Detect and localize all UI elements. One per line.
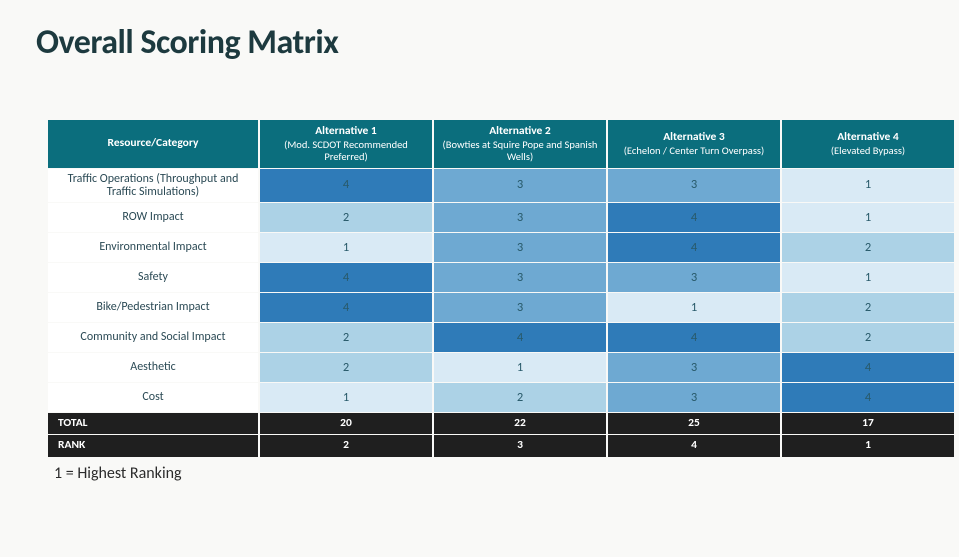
row-label: Safety [48, 263, 258, 292]
score-cell: 2 [782, 233, 954, 262]
score-cell: 2 [782, 323, 954, 352]
ranks-cell: 2 [260, 435, 432, 456]
score-cell: 1 [782, 203, 954, 232]
score-cell: 1 [260, 383, 432, 412]
row-label: Cost [48, 383, 258, 412]
table-row: Environmental Impact1342 [48, 233, 954, 262]
score-cell: 1 [434, 353, 606, 382]
col-header-alt2: Alternative 2 (Bowties at Squire Pope an… [434, 120, 606, 168]
score-cell: 3 [434, 169, 606, 202]
col-header-title: Alternative 3 [663, 130, 725, 144]
ranks-cell: 4 [608, 435, 780, 456]
score-cell: 3 [434, 233, 606, 262]
table-row: Community and Social Impact2442 [48, 323, 954, 352]
score-cell: 1 [782, 169, 954, 202]
score-cell: 2 [434, 383, 606, 412]
col-header-subtitle: (Echelon / Center Turn Overpass) [614, 145, 774, 157]
ranks-label: RANK [48, 435, 258, 456]
row-label: ROW Impact [48, 203, 258, 232]
col-header-title: Alternative 2 [489, 124, 551, 138]
score-cell: 2 [260, 203, 432, 232]
row-label: Community and Social Impact [48, 323, 258, 352]
col-header-alt1: Alternative 1 (Mod. SCDOT Recommended Pr… [260, 120, 432, 168]
col-header-alt3: Alternative 3 (Echelon / Center Turn Ove… [608, 120, 780, 168]
table-row: ROW Impact2341 [48, 203, 954, 232]
score-cell: 4 [608, 233, 780, 262]
row-label: Bike/Pedestrian Impact [48, 293, 258, 322]
totals-cell: 20 [260, 413, 432, 434]
score-cell: 3 [434, 293, 606, 322]
score-cell: 2 [782, 293, 954, 322]
ranks-row: RANK2341 [48, 435, 954, 456]
score-cell: 3 [608, 383, 780, 412]
score-cell: 2 [260, 353, 432, 382]
table-row: Cost1234 [48, 383, 954, 412]
score-cell: 4 [608, 203, 780, 232]
score-cell: 4 [782, 383, 954, 412]
totals-cell: 25 [608, 413, 780, 434]
ranks-cell: 1 [782, 435, 954, 456]
score-cell: 4 [608, 323, 780, 352]
col-header-subtitle: (Bowties at Squire Pope and Spanish Well… [440, 139, 600, 163]
score-cell: 4 [260, 293, 432, 322]
score-cell: 1 [608, 293, 780, 322]
score-cell: 4 [434, 323, 606, 352]
footnote: 1 = Highest Ranking [54, 464, 923, 483]
score-cell: 3 [608, 263, 780, 292]
score-cell: 2 [260, 323, 432, 352]
score-cell: 3 [608, 169, 780, 202]
col-header-alt4: Alternative 4 (Elevated Bypass) [782, 120, 954, 168]
score-cell: 1 [260, 233, 432, 262]
col-header-title: Alternative 4 [837, 130, 899, 144]
table-row: Safety4331 [48, 263, 954, 292]
score-cell: 3 [434, 263, 606, 292]
page-title: Overall Scoring Matrix [36, 22, 923, 63]
table-row: Bike/Pedestrian Impact4312 [48, 293, 954, 322]
table-row: Aesthetic2134 [48, 353, 954, 382]
score-cell: 1 [782, 263, 954, 292]
score-cell: 4 [782, 353, 954, 382]
row-label: Environmental Impact [48, 233, 258, 262]
totals-label: TOTAL [48, 413, 258, 434]
col-header-category: Resource/Category [48, 120, 258, 168]
score-cell: 3 [608, 353, 780, 382]
totals-cell: 17 [782, 413, 954, 434]
header-row: Resource/Category Alternative 1 (Mod. SC… [48, 120, 954, 168]
score-cell: 3 [434, 203, 606, 232]
ranks-cell: 3 [434, 435, 606, 456]
row-label: Aesthetic [48, 353, 258, 382]
col-header-title: Resource/Category [108, 136, 199, 150]
col-header-title: Alternative 1 [315, 124, 377, 138]
score-cell: 4 [260, 169, 432, 202]
col-header-subtitle: (Mod. SCDOT Recommended Preferred) [266, 139, 426, 163]
totals-row: TOTAL20222517 [48, 413, 954, 434]
col-header-subtitle: (Elevated Bypass) [788, 145, 948, 157]
table-row: Traffic Operations (Throughput and Traff… [48, 169, 954, 202]
scoring-matrix-table: Resource/Category Alternative 1 (Mod. SC… [46, 119, 956, 458]
score-cell: 4 [260, 263, 432, 292]
row-label: Traffic Operations (Throughput and Traff… [48, 169, 258, 202]
totals-cell: 22 [434, 413, 606, 434]
